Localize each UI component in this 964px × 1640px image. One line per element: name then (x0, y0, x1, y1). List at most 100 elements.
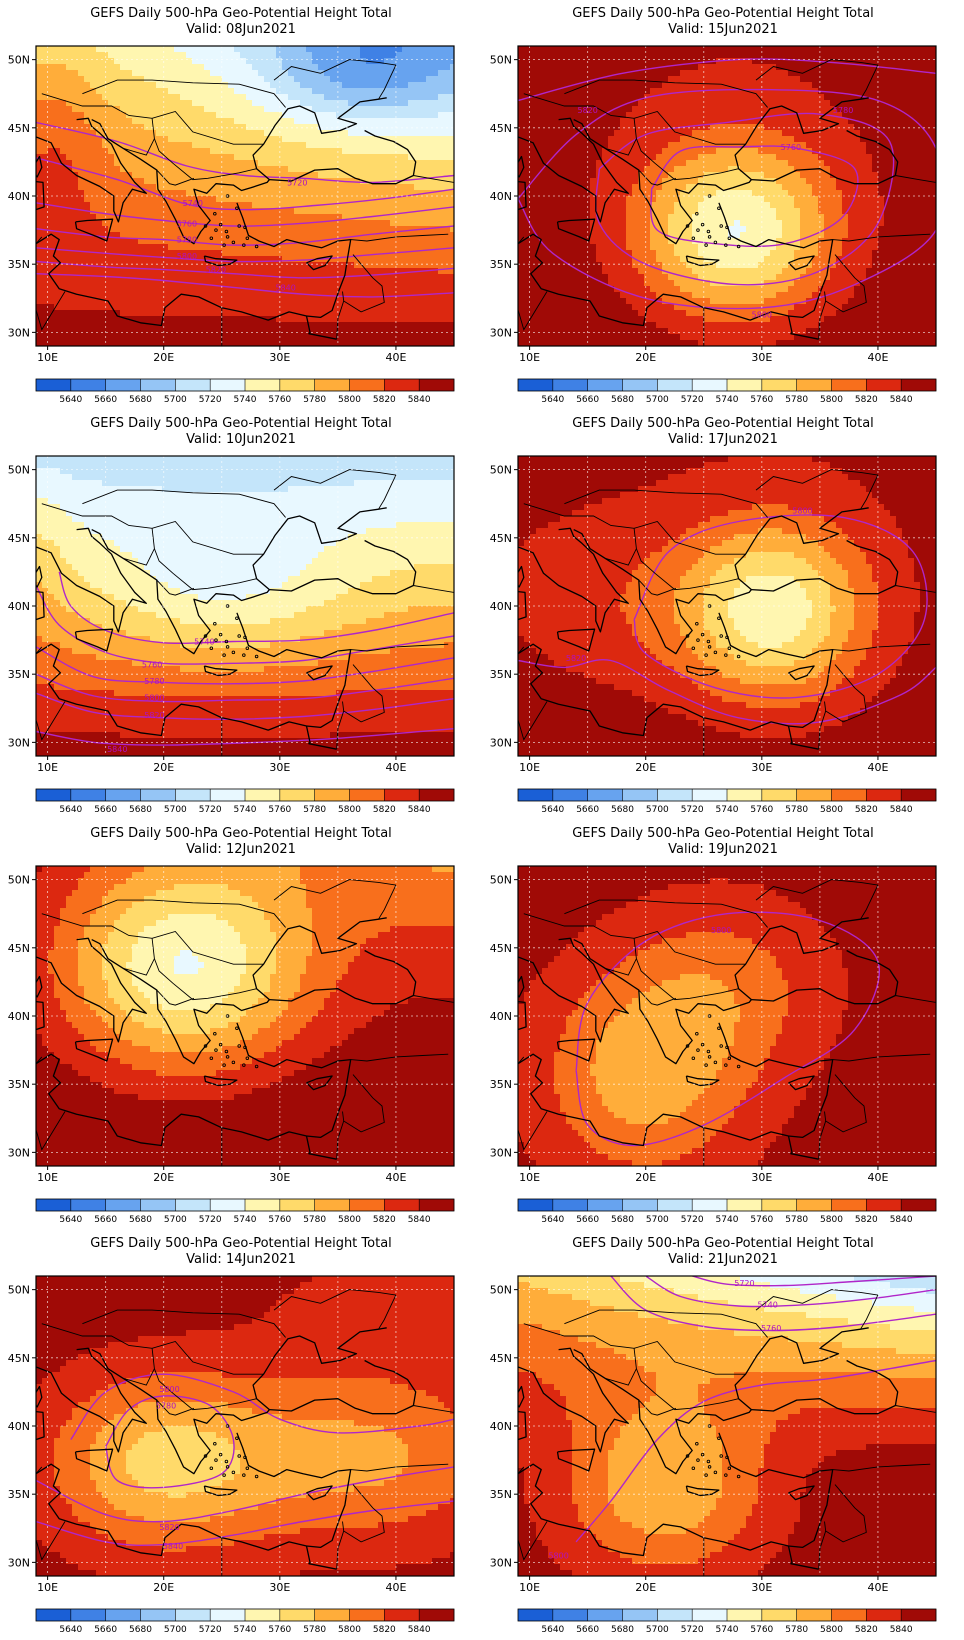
colorbar-swatch (552, 789, 588, 801)
contour-label: 5780 (833, 106, 853, 115)
colorbar-label: 5780 (785, 805, 808, 815)
contour-labels: 5760 5780 5800 5820 (577, 106, 853, 320)
colorbar-label: 5640 (59, 1215, 82, 1225)
colorbar-label: 5680 (129, 1625, 152, 1635)
lon-tick-label: 30E (751, 1171, 772, 1184)
lat-tick-label: 50N (8, 1284, 30, 1297)
lat-tick-label: 45N (490, 1352, 512, 1365)
colorbar-swatch (70, 1609, 106, 1621)
colorbar-swatch (36, 789, 72, 801)
contour-labels: 5800 (711, 926, 731, 935)
lon-tick-label: 10E (519, 1171, 540, 1184)
colorbar-label: 5840 (890, 1625, 913, 1635)
colorbar-swatch (692, 1199, 728, 1211)
contour-label: 5820 (566, 654, 586, 663)
contour-label: 5780 (156, 1402, 176, 1411)
map-canvas: 5720 5740 5760 5780 5800 5820 5840 50N 45N 40N 35N… (8, 45, 455, 405)
panel-title: GEFS Daily 500-hPa Geo-Potential Height … (0, 6, 482, 22)
colorbar-swatch (279, 1609, 315, 1621)
colorbar-label: 5840 (890, 805, 913, 815)
colorbar-swatch (587, 1199, 623, 1211)
coastlines (518, 1327, 899, 1570)
contour-label: 5800 (752, 311, 772, 320)
colorbar-swatch (901, 379, 937, 391)
colorbar-swatch (175, 379, 211, 391)
colorbar-label: 5660 (576, 805, 599, 815)
colorbar-swatch (796, 789, 832, 801)
colorbar-label: 5640 (59, 395, 82, 405)
lat-tick-label: 30N (490, 1556, 512, 1569)
colorbar-label: 5780 (303, 1215, 326, 1225)
contour-label: 5840 (107, 745, 127, 754)
lon-tick-label: 40E (385, 1581, 406, 1594)
colorbar-swatch (587, 789, 623, 801)
lat-tick-label: 50N (8, 54, 30, 67)
colorbar-label: 5700 (164, 1625, 187, 1635)
colorbar-swatch (727, 379, 763, 391)
contour-lines (36, 1373, 454, 1547)
lat-tick-label: 35N (8, 1078, 30, 1091)
contour-5760 (610, 1276, 936, 1332)
colorbar-label: 5820 (373, 395, 396, 405)
panel-title: GEFS Daily 500-hPa Geo-Potential Height … (0, 1236, 482, 1252)
contour-labels: 5800 5820 (566, 507, 813, 663)
colorbar-label: 5740 (234, 805, 257, 815)
colorbar-label: 5660 (94, 395, 117, 405)
colorbar-label: 5720 (199, 1625, 222, 1635)
colorbar-swatch (36, 1199, 72, 1211)
panel-title: GEFS Daily 500-hPa Geo-Potential Height … (482, 826, 964, 842)
lat-tick-label: 35N (490, 1078, 512, 1091)
colorbar-swatch (105, 789, 141, 801)
lat-tick-label: 45N (490, 532, 512, 545)
map-canvas: 5780 5800 5820 5840 50N 45N 40N 35N 30N 10E 20E 30E… (8, 1275, 455, 1635)
contour-label: 5740 (194, 637, 214, 646)
contour-5780 (595, 112, 895, 286)
lon-tick-label: 10E (37, 761, 58, 774)
contour-5780 (36, 646, 454, 685)
lon-tick-label: 30E (751, 761, 772, 774)
colorbar-swatch (70, 789, 106, 801)
colorbar-swatch (796, 1609, 832, 1621)
colorbar-swatch (727, 1199, 763, 1211)
colorbar-swatch (692, 1609, 728, 1621)
contour-5720 (36, 121, 454, 184)
colorbar-label: 5640 (541, 1625, 564, 1635)
lat-tick-label: 35N (8, 668, 30, 681)
colorbar-swatch (210, 379, 246, 391)
contour-label: 5760 (177, 219, 197, 228)
colorbar-swatch (349, 1609, 385, 1621)
contour-5720 (692, 1276, 936, 1287)
colorbar-swatch (314, 379, 350, 391)
colorbar-label: 5720 (199, 1215, 222, 1225)
lon-tick-label: 30E (269, 351, 290, 364)
contour-label: 5820 (144, 711, 164, 720)
lat-tick-label: 40N (490, 1420, 512, 1433)
lon-tick-label: 10E (519, 351, 540, 364)
colorbar-swatch (279, 1199, 315, 1211)
contour-label: 5800 (548, 1552, 568, 1561)
colorbar-swatch (210, 1199, 246, 1211)
contour-5800 (575, 1359, 936, 1543)
colorbar-swatch (692, 789, 728, 801)
colorbar-swatch (727, 1609, 763, 1621)
colorbar-swatch (657, 789, 693, 801)
colorbar-label: 5820 (373, 1215, 396, 1225)
colorbar-label: 5660 (94, 1215, 117, 1225)
colorbar-label: 5740 (716, 395, 739, 405)
contour-labels: 5720 5740 5760 5780 5800 5820 5840 (177, 178, 308, 292)
lon-tick-label: 20E (635, 761, 656, 774)
coastlines (36, 507, 417, 750)
panel-valid-date: Valid: 14Jun2021 (0, 1252, 482, 1268)
colorbar-label: 5800 (820, 1625, 843, 1635)
lat-tick-label: 35N (490, 1488, 512, 1501)
lat-tick-label: 40N (8, 600, 30, 613)
contour-label: 5740 (757, 1301, 777, 1310)
colorbar-label: 5660 (576, 1215, 599, 1225)
lat-tick-label: 35N (8, 1488, 30, 1501)
lon-tick-label: 20E (635, 1171, 656, 1184)
colorbar-swatch (245, 789, 281, 801)
colorbar-swatch (552, 1609, 588, 1621)
colorbar-swatch (70, 379, 106, 391)
colorbar-label: 5740 (716, 805, 739, 815)
contour-label: 5720 (287, 178, 307, 187)
